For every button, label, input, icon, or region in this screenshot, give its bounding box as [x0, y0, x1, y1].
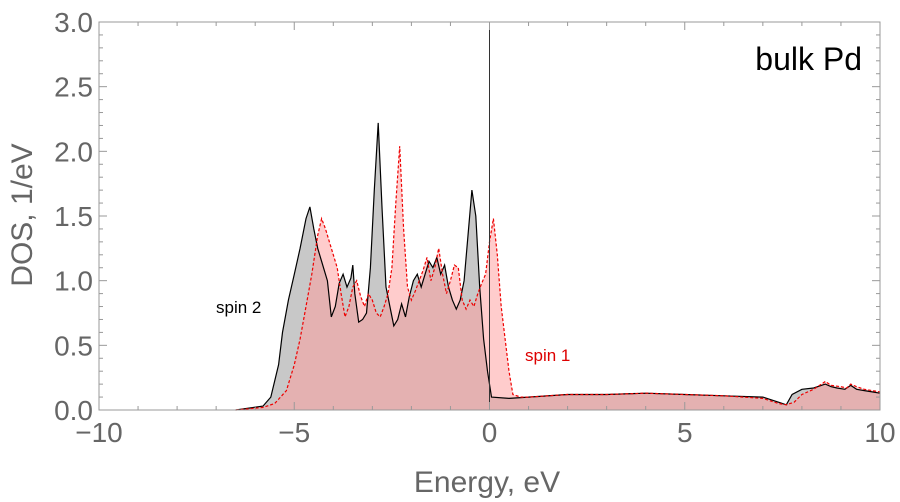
- annotation-spin-2: spin 2: [216, 298, 261, 317]
- series-fills: [235, 122, 880, 411]
- x-tick-label: 10: [864, 417, 895, 448]
- series-lines: [235, 122, 881, 411]
- annotation-bulk-pd: bulk Pd: [755, 41, 862, 77]
- y-tick-label: 2.0: [54, 136, 93, 167]
- series-line-spin-1: [235, 146, 881, 411]
- x-axis-title: Energy, eV: [414, 466, 560, 499]
- x-tick-label: −10: [75, 417, 123, 448]
- plot-frame: [98, 21, 881, 411]
- y-tick-label: 2.5: [54, 72, 93, 103]
- y-tick-label: 0.5: [54, 330, 93, 361]
- x-tick-label: 5: [677, 417, 693, 448]
- y-tick-label: 1.0: [54, 266, 93, 297]
- axis-ticks: [98, 21, 881, 411]
- x-tick-label: 0: [482, 417, 498, 448]
- y-tick-label: 1.5: [54, 201, 93, 232]
- annotation-spin-1: spin 1: [525, 346, 570, 365]
- y-tick-label: 3.0: [54, 7, 93, 38]
- y-axis-title: DOS, 1/eV: [6, 143, 39, 286]
- y-tick-label: 0.0: [54, 395, 93, 426]
- tick-labels: −10 −5 0 5 10 0.0 0.5 1.0 1.5 2.0 2.5 3.0: [54, 7, 896, 448]
- x-tick-label: −5: [278, 417, 310, 448]
- series-line-spin-2: [235, 122, 881, 411]
- series-fill-spin-1: [235, 146, 880, 410]
